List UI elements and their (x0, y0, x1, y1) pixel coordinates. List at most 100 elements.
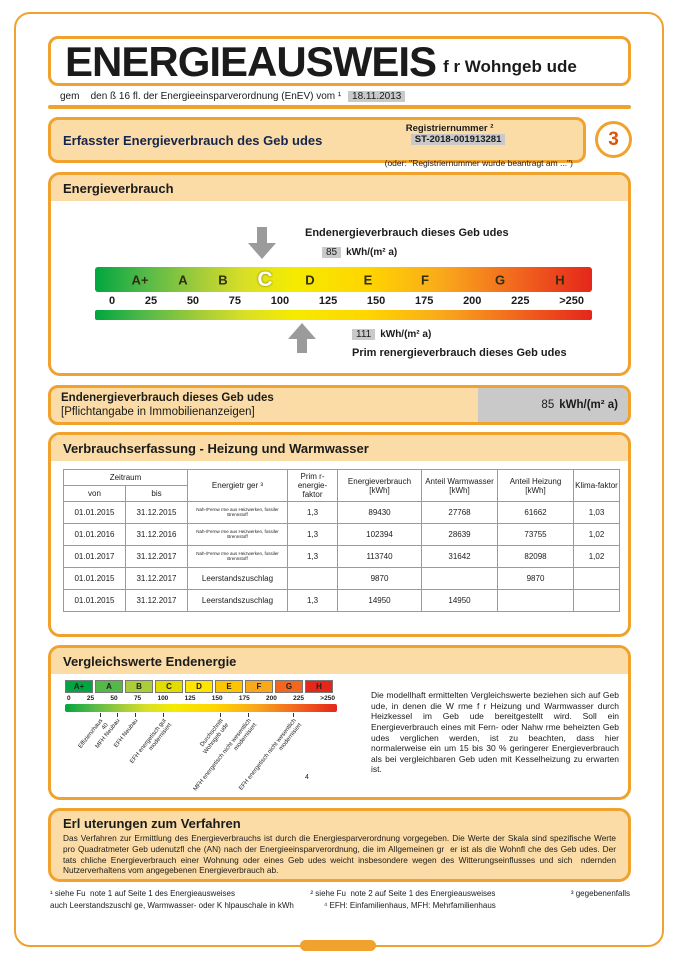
law-reference-text: gem den ß 16 fl. der Energieeinsparveror… (60, 91, 342, 102)
cell-energietraeger: Nah-/Fernw rme aus Heizwerken, fossiler … (187, 501, 288, 524)
pflichtangabe-value-panel: 85 kWh/(m² a) (478, 388, 628, 422)
cell-klima: 1,03 (573, 501, 620, 524)
energy-scale-ticks: 0 25 50 75 100 125 150 175 200 225 >250 (95, 292, 592, 310)
col-primaerenergiefaktor: Prim r-energie-faktor (287, 469, 338, 502)
section-energieverbrauch: Energieverbrauch Endenergieverbrauch die… (48, 172, 631, 376)
end-energy-value-line: 85 kWh/(m² a) (322, 247, 397, 258)
scale-tick: 200 (463, 295, 482, 307)
class-box: G (275, 680, 303, 693)
comparison-marker (163, 713, 164, 717)
scale-tick: 75 (228, 295, 242, 307)
scale-tick: 50 (186, 295, 200, 307)
comparison-marker (220, 713, 221, 717)
section-title-verbrauchserfassung: Verbrauchserfassung - Heizung und Warmwa… (63, 440, 369, 456)
cell-bis: 31.12.2017 (125, 545, 188, 568)
table-row: 01.01.2016 31.12.2016 Nah-/Fernw rme aus… (63, 523, 620, 546)
class-box: H (305, 680, 333, 693)
scale-tick: 25 (144, 295, 158, 307)
primary-energy-label: Prim renergieverbrauch dieses Geb udes (352, 347, 567, 359)
table-row: 01.01.2015 31.12.2017 Leerstandszuschlag… (63, 567, 620, 590)
comparison-marker (117, 713, 118, 717)
primary-energy-marker-arrow-icon (288, 323, 316, 355)
cell-warmwasser: 31642 (421, 545, 498, 568)
registry-number-value: ST-2018-001913281 (410, 134, 506, 145)
cell-energietraeger: Nah-/Fernw rme aus Heizwerken, fossiler … (187, 523, 288, 546)
comparison-marker (135, 713, 136, 717)
cell-warmwasser (421, 567, 498, 590)
col-zeitraum: Zeitraum (63, 469, 188, 486)
scale-tick: 0 (109, 295, 116, 307)
cell-verbrauch: 89430 (337, 501, 422, 524)
cell-heizung (497, 589, 574, 612)
primary-energy-value: 111 (352, 329, 376, 340)
scale-tick: 175 (414, 295, 434, 307)
class-letter: H (555, 272, 565, 287)
page-number-badge: 3 (595, 121, 632, 158)
table-row: 01.01.2015 31.12.2015 Nah-/Fernw rme aus… (63, 501, 620, 524)
section-title-vergleichswerte: Vergleichswerte Endenergie (63, 653, 237, 669)
cell-verbrauch: 102394 (337, 523, 422, 546)
col-anteil-warmwasser: Anteil Warmwasser [kWh] (421, 469, 498, 502)
section-header-energieverbrauch: Energieverbrauch (51, 175, 628, 201)
class-box: E (215, 680, 243, 693)
pflichtangabe-labels: Endenergieverbrauch dieses Geb udes [Pfl… (51, 391, 274, 420)
cell-bis: 31.12.2017 (125, 567, 188, 590)
cell-heizung: 9870 (497, 567, 574, 590)
energy-scale-thin-bar (95, 310, 592, 320)
cell-verbrauch: 9870 (337, 567, 422, 590)
pflichtangabe-unit: kWh/(m² a) (559, 399, 618, 411)
cell-klima (573, 589, 620, 612)
section-erfasster-verbrauch: Erfasster Energieverbrauch des Geb udes … (48, 117, 586, 168)
section-header-vergleichswerte: Vergleichswerte Endenergie (51, 648, 628, 674)
class-letter-current: C (257, 267, 273, 291)
pflichtangabe-title: Endenergieverbrauch dieses Geb udes (61, 391, 274, 404)
footnote-3a: ³ gegebenenfalls (570, 889, 630, 898)
class-letter: D (305, 272, 315, 287)
pflichtangabe-subtitle: [Pflichtangabe in Immobilienanzeigen] (61, 406, 255, 418)
cell-klima: 1,02 (573, 545, 620, 568)
col-anteil-heizung: Anteil Heizung [kWh] (497, 469, 574, 502)
cell-heizung: 73755 (497, 523, 574, 546)
document-title: ENERGIEAUSWEIS (65, 38, 437, 86)
comparison-class-boxes: A+ A B C D E F G H (65, 680, 357, 693)
page-bottom-mark (300, 940, 376, 951)
end-energy-marker-arrow-icon (248, 227, 276, 261)
law-date: 18.11.2013 (348, 91, 406, 102)
comparison-gradient-bar (65, 704, 337, 712)
registry-block: Registriernummer ² ST-2018-001913281 (od… (385, 112, 573, 168)
footnote-2: ² siehe Fu note 2 auf Seite 1 des Energi… (310, 889, 496, 898)
scale-tick: >250 (559, 295, 584, 307)
law-reference: gem den ß 16 fl. der Energieeinsparveror… (60, 91, 406, 102)
cell-bis: 31.12.2015 (125, 501, 188, 524)
comparison-marker (293, 713, 294, 717)
class-letter: G (494, 272, 506, 287)
cell-faktor: 1,3 (287, 501, 338, 524)
cell-verbrauch: 14950 (337, 589, 422, 612)
section-pflichtangabe: Endenergieverbrauch dieses Geb udes [Pfl… (48, 385, 631, 425)
section-title-erfasster: Erfasster Energieverbrauch des Geb udes (63, 132, 323, 148)
end-energy-value: 85 (322, 247, 342, 258)
cell-warmwasser: 28639 (421, 523, 498, 546)
vergleichswerte-content: A+ A B C D E F G H 0 25 50 75 100 125 150 175 20… (51, 674, 628, 797)
class-letter: F (421, 272, 429, 287)
cell-klima: 1,02 (573, 523, 620, 546)
cell-faktor: 1,3 (287, 545, 338, 568)
erlaeuterungen-paragraph: Das Verfahren zur Ermittlung des Energie… (63, 833, 619, 876)
footnotes: ¹ siehe Fu note 1 auf Seite 1 des Energi… (50, 888, 630, 912)
page-number: 3 (608, 128, 619, 150)
section-verbrauchserfassung: Verbrauchserfassung - Heizung und Warmwa… (48, 432, 631, 637)
cell-warmwasser: 14950 (421, 589, 498, 612)
class-box: F (245, 680, 273, 693)
cell-energietraeger: Nah-/Fernw rme aus Heizwerken, fossiler … (187, 545, 288, 568)
title-box: ENERGIEAUSWEIS f r Wohngeb ude (48, 36, 631, 86)
energy-class-bar: A+ A B C D E F G H (95, 267, 592, 292)
class-box: B (125, 680, 153, 693)
scale-tick: 150 (366, 295, 386, 307)
pflichtangabe-value: 85 (541, 399, 555, 411)
cell-faktor (287, 567, 338, 590)
comparison-footnote-marker: 4 (305, 774, 309, 781)
section-title-energieverbrauch: Energieverbrauch (63, 180, 174, 196)
cell-faktor: 1,3 (287, 589, 338, 612)
cell-von: 01.01.2015 (63, 589, 126, 612)
